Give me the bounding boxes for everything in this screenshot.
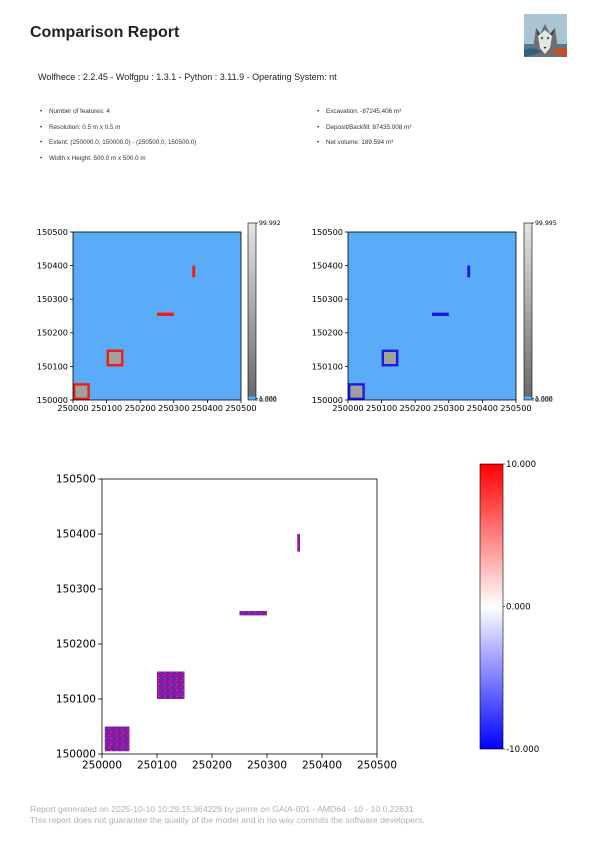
summary-item: Number of features: 4 [40, 107, 196, 123]
y-tick-label: 150500 [56, 474, 96, 486]
y-tick-label: 150400 [312, 260, 343, 270]
colorbar-label: 0.000 [259, 397, 277, 404]
feature-area-2 [106, 349, 124, 367]
summary-item: Resolution: 0.5 m x 0.5 m [40, 123, 196, 139]
x-tick-label: 250100 [91, 403, 122, 413]
x-tick-label: 250500 [500, 403, 531, 413]
plot-frame [101, 478, 378, 755]
y-tick-label: 150200 [37, 328, 68, 338]
feature-outline-1 [72, 383, 90, 400]
x-tick-label: 250000 [57, 403, 88, 413]
feature-outline-4 [192, 265, 196, 278]
feature-area-1 [73, 383, 90, 400]
summary-item: Net volume: 189.594 m³ [317, 138, 411, 154]
feature-outline-2 [106, 349, 124, 367]
y-tick-label: 150000 [312, 395, 343, 405]
difference-map-chart: 250000 250100 250200 250300 250400 250500 1500… [56, 460, 539, 772]
summary-right-list: Excavation: -87245.406 m³ Deposit/Backfi… [317, 107, 411, 154]
x-tick-label: 250300 [247, 760, 287, 772]
colorbar [523, 222, 533, 401]
colorbar-label: 10.000 [506, 460, 536, 470]
colorbar-label: 0.000 [506, 603, 531, 613]
feature-area-2 [381, 349, 399, 367]
feature-outline-1 [347, 383, 365, 400]
footer-generated-line: Report generated on 2025-10-10 10:29:15.… [30, 804, 414, 814]
x-tick-label: 250400 [192, 403, 223, 413]
feature-area-1 [348, 383, 365, 400]
x-tick-label: 250300 [433, 403, 464, 413]
y-tick-label: 150000 [56, 749, 96, 761]
x-tick-label: 250300 [158, 403, 189, 413]
footer-disclaimer-line: This report does not guarantee the quali… [30, 815, 425, 825]
y-tick-label: 150400 [56, 529, 96, 541]
report-title: Comparison Report [30, 24, 180, 41]
reference-map-chart: 250000 250100 250200 250300 250400 250500 1500… [37, 220, 281, 413]
compared-map-chart: 250000 250100 250200 250300 250400 250500 1500… [312, 220, 557, 413]
plot-frame [347, 231, 517, 401]
y-tick-label: 150500 [312, 227, 343, 237]
feature-area-3 [239, 611, 267, 616]
y-tick-label: 150000 [37, 395, 68, 405]
x-tick-label: 250200 [125, 403, 156, 413]
colorbar-label: -10.000 [506, 745, 539, 755]
summary-item: Width x Height: 500.0 m x 500.0 m [40, 154, 196, 170]
y-tick-label: 150200 [56, 639, 96, 651]
y-tick-label: 150300 [56, 584, 96, 596]
x-tick-label: 250000 [332, 403, 363, 413]
x-tick-label: 250400 [467, 403, 498, 413]
plot-frame [72, 231, 242, 401]
colorbar-label: 1.000 [535, 396, 553, 403]
y-tick-label: 150100 [56, 694, 96, 706]
version-info: Wolfhece : 2.2.45 - Wolfgpu : 1.3.1 - Py… [38, 72, 337, 82]
summary-item: Deposit/Backfill: 87435.008 m³ [317, 123, 411, 139]
x-tick-label: 250500 [357, 760, 397, 772]
colorbar [247, 222, 257, 401]
y-tick-label: 150500 [37, 227, 68, 237]
feature-area-1 [104, 726, 130, 752]
report-footer: Report generated on 2025-10-10 10:29:15.… [30, 804, 425, 826]
y-tick-label: 150300 [312, 294, 343, 304]
feature-area-4 [297, 534, 300, 552]
y-tick-label: 150300 [37, 294, 68, 304]
feature-area-2 [157, 671, 185, 699]
y-tick-label: 150200 [312, 328, 343, 338]
feature-outline-3 [431, 312, 449, 316]
feature-outline-4 [467, 265, 471, 278]
x-tick-label: 250500 [225, 403, 256, 413]
feature-outline-2 [381, 349, 399, 367]
colorbar-label: 99.995 [535, 220, 557, 227]
summary-left-list: Number of features: 4 Resolution: 0.5 m … [40, 107, 196, 169]
y-tick-label: 150100 [312, 361, 343, 371]
y-tick-label: 150400 [37, 260, 68, 270]
colorbar [479, 463, 504, 750]
colorbar-label: 0.000 [535, 397, 553, 404]
colorbar-label: 99.992 [259, 220, 281, 227]
plot-background [102, 479, 377, 754]
summary-item: Excavation: -87245.406 m³ [317, 107, 411, 123]
x-tick-label: 250100 [366, 403, 397, 413]
x-tick-label: 250400 [302, 760, 342, 772]
feature-outline-3 [156, 312, 174, 316]
x-tick-label: 250200 [192, 760, 232, 772]
wolf-logo-icon [524, 14, 567, 57]
y-tick-label: 150100 [37, 361, 68, 371]
x-tick-label: 250200 [400, 403, 431, 413]
colorbar-label: 1.000 [259, 396, 277, 403]
x-tick-label: 250000 [82, 760, 122, 772]
summary-item: Extent: (250000.0, 150000.0) - (250500.0… [40, 138, 196, 154]
x-tick-label: 250100 [137, 760, 177, 772]
